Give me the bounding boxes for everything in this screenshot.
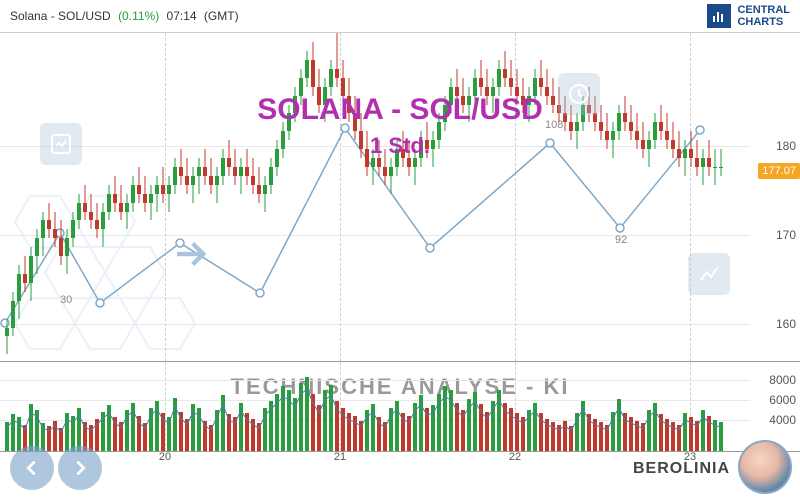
- logo[interactable]: CENTRALCHARTS: [707, 4, 790, 28]
- avatar-icon[interactable]: [738, 440, 792, 494]
- pct-change: (0.11%): [118, 9, 159, 23]
- watermark-icon: [688, 253, 730, 295]
- volume-axis: 400060008000: [750, 362, 800, 451]
- svg-text:30: 30: [60, 294, 72, 306]
- chart-title: SOLANA - SOL/USD: [0, 93, 800, 127]
- logo-icon: [707, 4, 731, 28]
- logo-text: CENTRALCHARTS: [737, 4, 790, 28]
- watermark-icon: [40, 123, 82, 165]
- current-price: 177.07: [758, 163, 800, 179]
- volume-chart[interactable]: 400060008000 20212223: [0, 362, 800, 452]
- pair-name: Solana - SOL/USD: [10, 9, 111, 23]
- arrow-watermark-icon: [170, 233, 212, 275]
- header-left: Solana - SOL/USD (0.11%) 07:14 (GMT): [10, 9, 243, 23]
- berolinia-label: BEROLINIA: [633, 460, 730, 478]
- timezone: (GMT): [204, 9, 239, 23]
- header: Solana - SOL/USD (0.11%) 07:14 (GMT) CEN…: [0, 0, 800, 32]
- price-chart[interactable]: 3010892 177.07 160170180 SOLANA - SOL/US…: [0, 32, 800, 362]
- price-axis: 177.07 160170180: [750, 33, 800, 361]
- time: 07:14: [167, 9, 197, 23]
- svg-text:108: 108: [545, 119, 563, 131]
